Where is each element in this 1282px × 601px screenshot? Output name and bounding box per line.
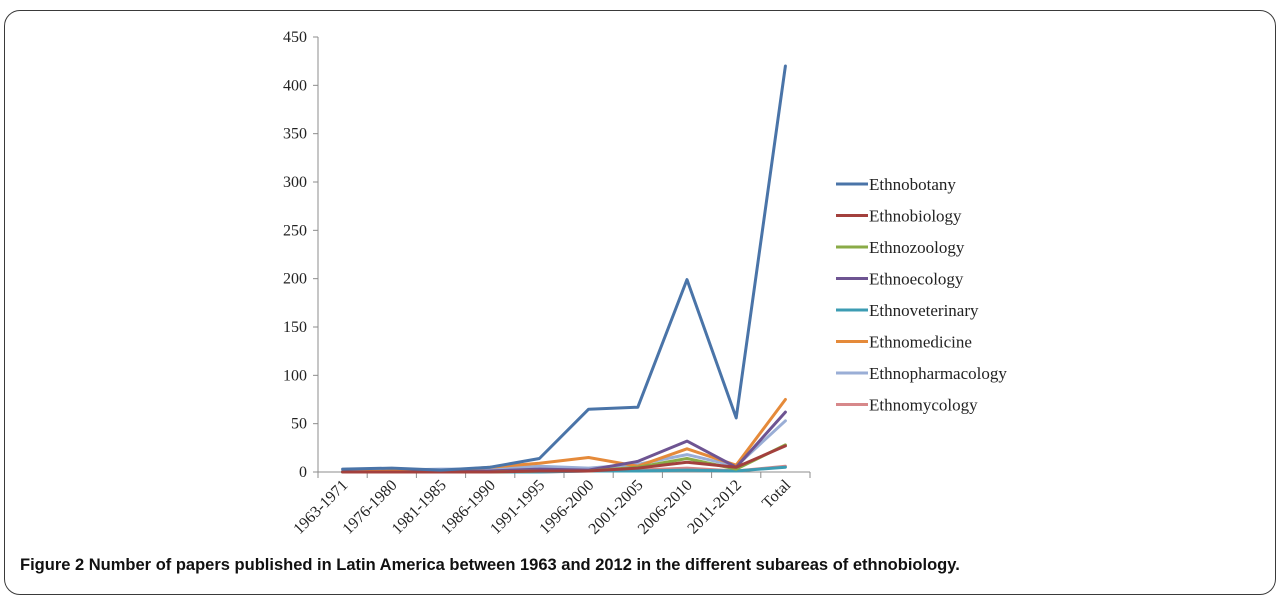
- series-line-ethnobotany: [341, 64, 787, 472]
- legend-label: Ethnopharmacology: [869, 364, 1007, 383]
- figure-frame: [4, 10, 1276, 595]
- y-tick-label: 450: [283, 29, 307, 46]
- y-tick-label: 200: [283, 271, 307, 288]
- y-tick-label: 0: [299, 464, 307, 481]
- legend-label: Ethnobotany: [869, 175, 956, 194]
- legend-label: Ethnoveterinary: [869, 301, 979, 320]
- y-tick-label: 250: [283, 222, 307, 239]
- x-tick-label: 2011-2012: [684, 477, 745, 538]
- y-tick-label: 150: [283, 319, 307, 336]
- legend-label: Ethnobiology: [869, 207, 962, 226]
- y-tick-label: 100: [283, 367, 307, 384]
- legend-label: Ethnomedicine: [869, 333, 972, 352]
- y-tick-label: 400: [283, 77, 307, 94]
- series-lines: [341, 64, 787, 474]
- y-tick-label: 350: [283, 126, 307, 143]
- legend-label: Ethnozoology: [869, 238, 965, 257]
- series-line-ethnobiology: [341, 444, 787, 474]
- y-tick-label: 50: [291, 416, 307, 433]
- series-line-ethnopharmacology: [341, 419, 787, 473]
- figure-caption: Figure 2 Number of papers published in L…: [20, 556, 960, 574]
- x-tick-label: Total: [759, 476, 794, 511]
- legend-label: Ethnoecology: [869, 270, 964, 289]
- legend-label: Ethnomycology: [869, 396, 978, 415]
- chart-legend: Ethnobotany Ethnobiology Ethnozoology Ethno…: [836, 175, 1007, 415]
- y-tick-label: 300: [283, 174, 307, 191]
